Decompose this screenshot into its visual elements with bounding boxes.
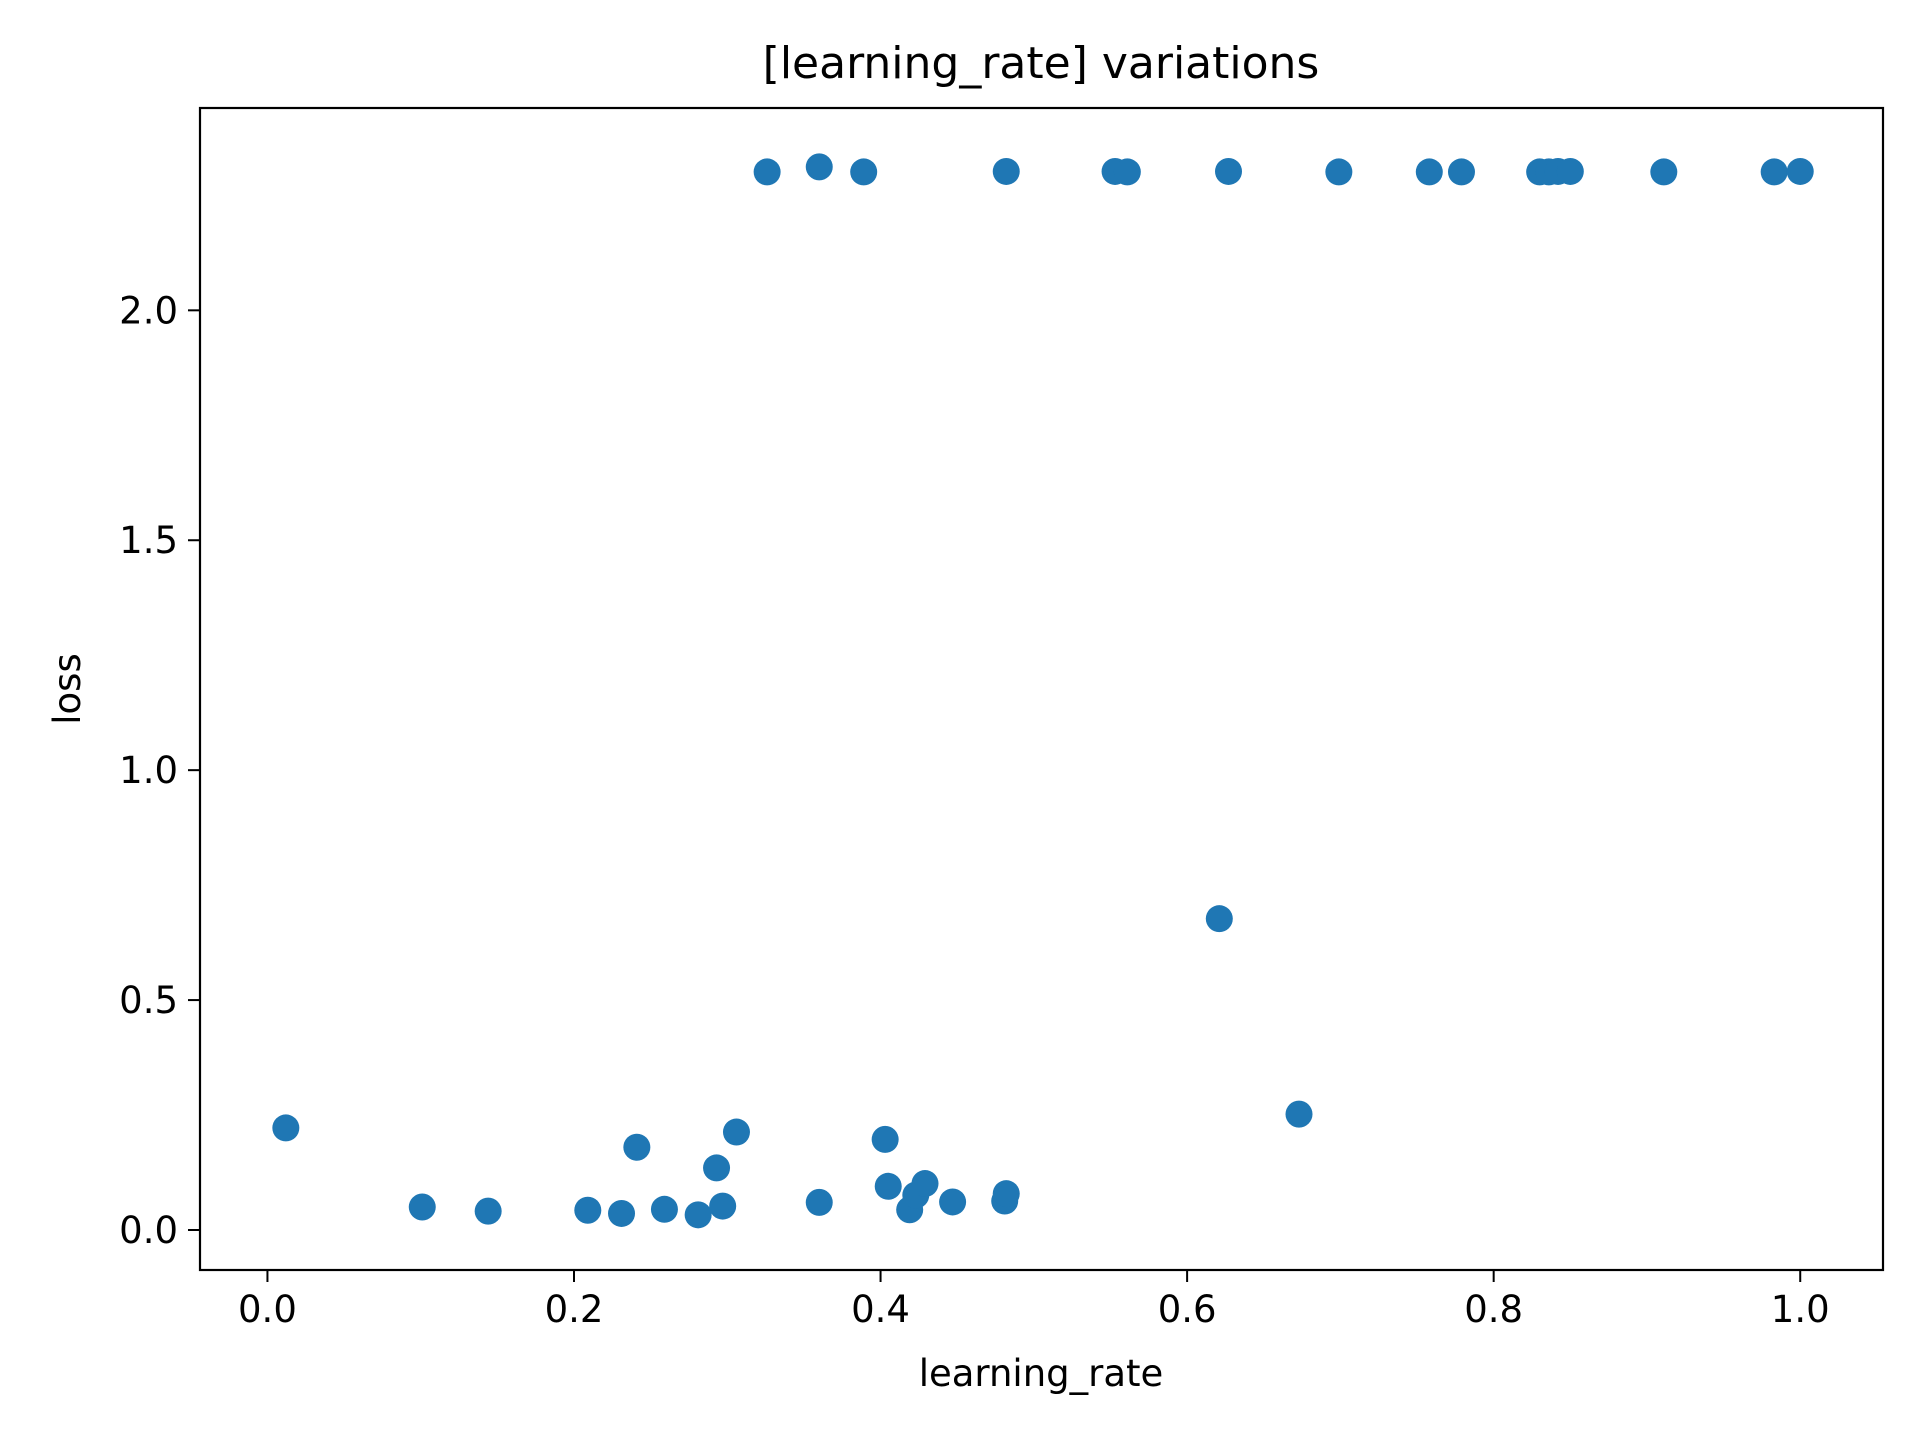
x-tick-label: 0.4 xyxy=(851,1288,910,1331)
axis-ticks: 0.0 0.2 0.4 0.6 0.8 1.0 0.0 0.5 1.0 1.5 2.0 xyxy=(119,289,1829,1331)
y-axis-label: loss xyxy=(46,653,89,724)
plot-marks xyxy=(272,153,1814,1229)
y-tick-label: 2.0 xyxy=(119,289,178,332)
plot-frame xyxy=(198,106,1885,1272)
scatter-point xyxy=(1285,1100,1313,1128)
x-tick-label: 0.8 xyxy=(1464,1288,1523,1331)
scatter-point xyxy=(992,1180,1020,1208)
scatter-point xyxy=(623,1133,651,1161)
scatter-point xyxy=(608,1199,636,1227)
scatter-point xyxy=(408,1193,436,1221)
scatter-point xyxy=(709,1192,737,1220)
scatter-point xyxy=(1760,158,1788,186)
scatter-point xyxy=(1325,158,1353,186)
scatter-point xyxy=(805,1188,833,1216)
scatter-point xyxy=(1650,158,1678,186)
scatter-point xyxy=(650,1195,678,1223)
scatter-point xyxy=(939,1188,967,1216)
scatter-point xyxy=(874,1172,902,1200)
x-tick-label: 0.0 xyxy=(238,1288,297,1331)
scatter-point xyxy=(1415,158,1443,186)
x-tick-label: 0.2 xyxy=(545,1288,604,1331)
scatter-point xyxy=(1556,157,1584,185)
scatter-point xyxy=(574,1196,602,1224)
scatter-point xyxy=(911,1170,939,1198)
y-tick-label: 1.0 xyxy=(119,749,178,792)
x-axis-label: learning_rate xyxy=(919,1352,1164,1395)
scatter-point xyxy=(474,1197,502,1225)
x-tick-label: 1.0 xyxy=(1771,1288,1830,1331)
scatter-point xyxy=(703,1154,731,1182)
scatter-point xyxy=(1447,158,1475,186)
scatter-point xyxy=(992,157,1020,185)
chart-title: [learning_rate] variations xyxy=(763,38,1320,89)
scatter-point xyxy=(753,158,781,186)
y-tick-label: 0.0 xyxy=(119,1209,178,1252)
y-tick-label: 0.5 xyxy=(119,979,178,1022)
scatter-point xyxy=(272,1114,300,1142)
scatter-point xyxy=(684,1201,712,1229)
scatter-point xyxy=(1786,157,1814,185)
scatter-point xyxy=(722,1118,750,1146)
scatter-point xyxy=(805,153,833,181)
scatter-point xyxy=(871,1125,899,1153)
scatter-point xyxy=(1215,157,1242,185)
y-tick-label: 1.5 xyxy=(119,519,178,562)
scatter-point xyxy=(1113,158,1141,186)
scatter-point xyxy=(850,158,878,186)
x-tick-label: 0.6 xyxy=(1158,1288,1217,1331)
scatter-point xyxy=(1205,905,1233,933)
